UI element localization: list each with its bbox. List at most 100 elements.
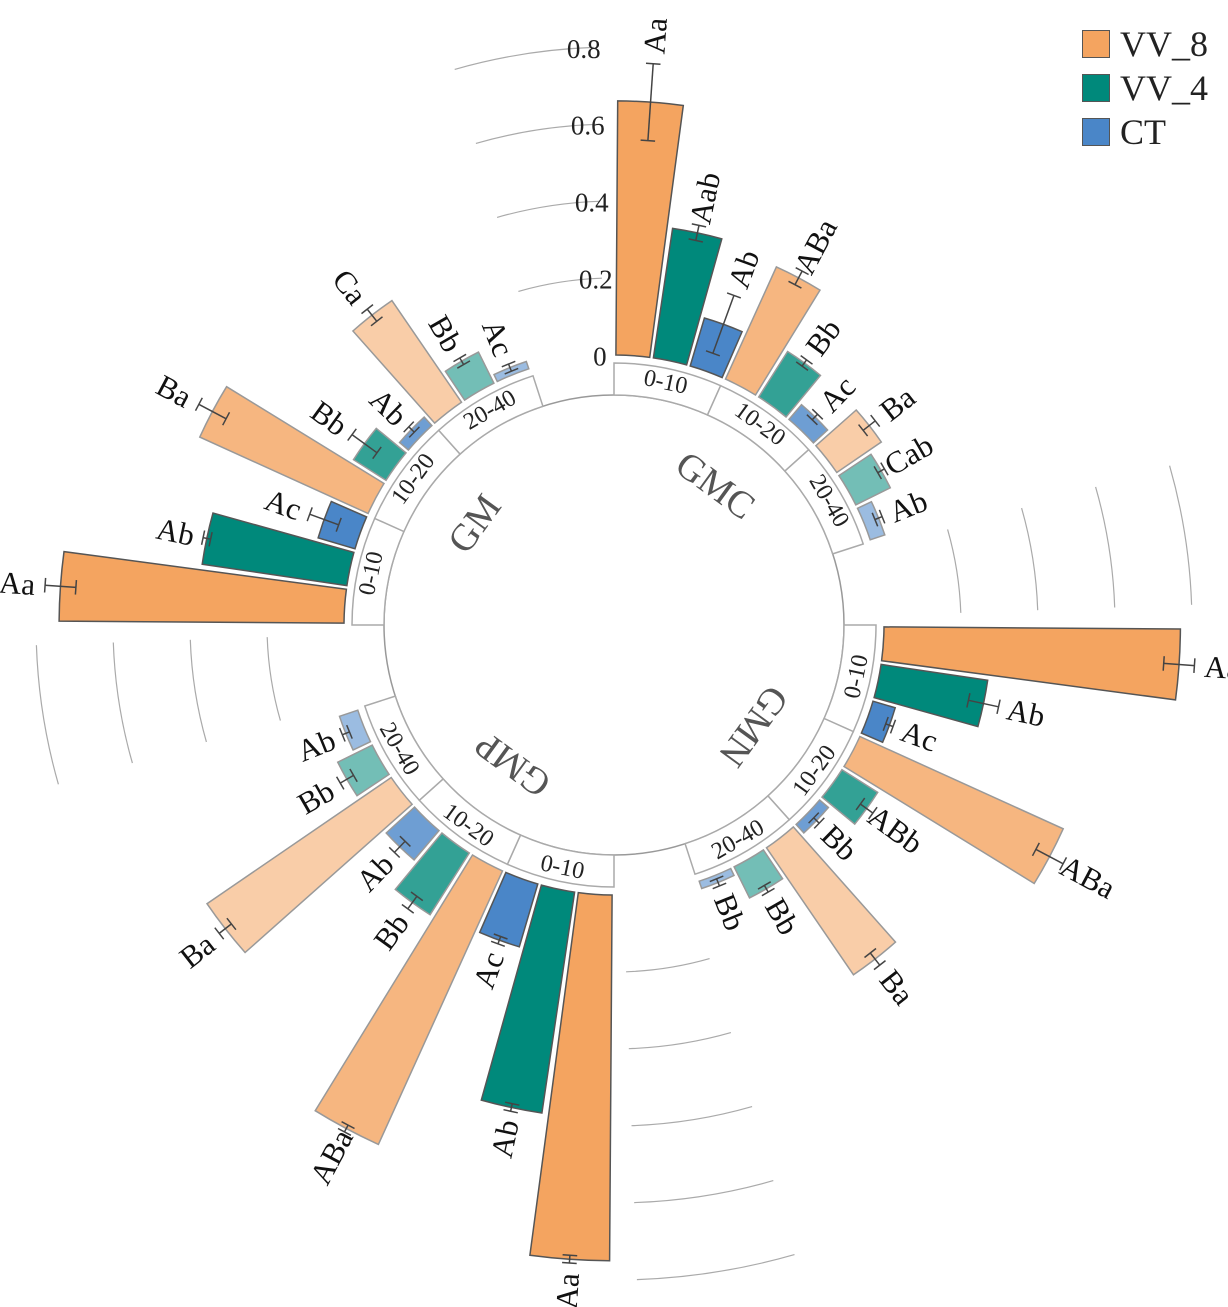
error-cap — [349, 768, 358, 783]
error-cap — [1031, 842, 1040, 857]
error-bar — [509, 1103, 513, 1112]
error-cap — [493, 933, 508, 940]
bar-gmc-10-20-ct — [787, 403, 829, 444]
significance-label: Ca — [326, 263, 375, 312]
error-cap — [335, 776, 345, 790]
error-bar — [393, 840, 406, 854]
error-bar — [366, 308, 378, 322]
gridline-arc — [518, 277, 602, 292]
bar-gmn-10-20-vv_8 — [842, 735, 1065, 885]
significance-label: Ab — [349, 847, 400, 899]
error-cap — [878, 509, 886, 524]
significance-label: Ba — [873, 963, 922, 1012]
significance-label: Bb — [421, 309, 469, 358]
category-boxes — [351, 362, 877, 888]
significance-label: Ab — [292, 722, 340, 769]
error-bar — [801, 359, 808, 367]
error-bar — [877, 468, 885, 474]
error-cap — [795, 267, 809, 276]
error-cap — [788, 280, 802, 289]
error-cap — [757, 881, 772, 890]
error-cap — [361, 304, 374, 315]
error-cap — [456, 360, 471, 369]
gridline-arc — [947, 529, 962, 613]
error-bar — [885, 723, 894, 728]
error-cap — [864, 947, 877, 959]
bar-gm-0-10-ct — [317, 500, 368, 550]
error-cap — [306, 507, 313, 522]
significance-label: Ab — [153, 511, 197, 553]
radial-tick-label: 0.2 — [579, 265, 613, 295]
significance-label: Bb — [291, 773, 340, 821]
gridline-arc — [626, 958, 710, 973]
error-cap — [490, 940, 506, 948]
error-cap — [200, 530, 206, 545]
error-bar — [811, 413, 819, 421]
gridline-arc — [628, 1032, 732, 1050]
error-cap — [800, 354, 813, 365]
significance-label: Ba — [151, 368, 198, 415]
error-cap — [808, 812, 820, 824]
error-bar — [309, 513, 339, 526]
error-bar — [408, 426, 415, 433]
bar-gmp-20-40-vv_4 — [336, 744, 391, 797]
error-bar — [45, 584, 76, 589]
group-label-gmp: GMP — [467, 723, 558, 805]
bar-gmn-0-10-ct — [860, 700, 897, 744]
bar-gmp-20-40-ct — [338, 709, 372, 751]
error-cap — [401, 903, 415, 914]
error-cap — [337, 1127, 352, 1136]
error-cap — [691, 223, 707, 228]
error-bar — [874, 515, 883, 521]
bar-gm-20-40-vv_4 — [444, 351, 495, 402]
error-bar — [1163, 662, 1195, 667]
bar-gmn-20-40-vv_4 — [733, 848, 784, 899]
gridline-arc — [112, 642, 133, 764]
bar-gmp-0-10-vv_8 — [529, 891, 613, 1262]
depth-box — [437, 374, 544, 456]
bar-gmp-0-10-ct — [478, 871, 539, 948]
gridline-arc — [496, 200, 600, 218]
error-cap — [873, 960, 886, 971]
legend-swatch-ct — [1082, 118, 1110, 146]
error-bar — [507, 363, 513, 372]
error-bar — [794, 270, 803, 285]
error-cap — [761, 887, 775, 897]
error-cap — [338, 727, 346, 742]
error-cap — [341, 1121, 355, 1130]
error-bar — [407, 895, 418, 910]
bar-gmn-10-20-vv_4 — [820, 768, 879, 826]
significance-label: Ac — [466, 947, 511, 993]
depth-box — [363, 695, 445, 802]
significance-label: ABa — [787, 213, 845, 280]
significance-label: Ab — [721, 245, 767, 293]
error-cap — [645, 62, 661, 66]
error-cap — [795, 361, 809, 372]
error-cap — [43, 577, 47, 593]
significance-label: Aa — [0, 565, 37, 602]
gridline-arc — [266, 637, 281, 721]
group-label-gm: GM — [440, 487, 510, 561]
error-cap — [347, 428, 357, 442]
error-bar — [968, 699, 999, 708]
gridline-arc — [631, 1106, 753, 1127]
error-cap — [855, 797, 866, 811]
error-cap — [880, 462, 889, 476]
bar-gmn-20-40-vv_8 — [765, 825, 897, 976]
error-cap — [1193, 658, 1196, 673]
significance-label: Aa — [549, 1272, 586, 1307]
error-bar — [497, 936, 502, 945]
legend-label-vv4: VV_4 — [1120, 68, 1208, 108]
error-cap — [811, 408, 824, 420]
error-cap — [867, 806, 878, 820]
gridline-arc — [1169, 465, 1193, 605]
error-cap — [688, 238, 704, 243]
significance-label: Bb — [367, 907, 417, 957]
bar-gmc-10-20-vv_8 — [724, 265, 822, 397]
error-bar — [1035, 848, 1064, 865]
significance-label: ABa — [1055, 848, 1122, 906]
error-cap — [882, 716, 889, 732]
error-cap — [562, 1261, 577, 1265]
significance-label: Aab — [682, 169, 727, 227]
error-cap — [504, 1101, 520, 1106]
